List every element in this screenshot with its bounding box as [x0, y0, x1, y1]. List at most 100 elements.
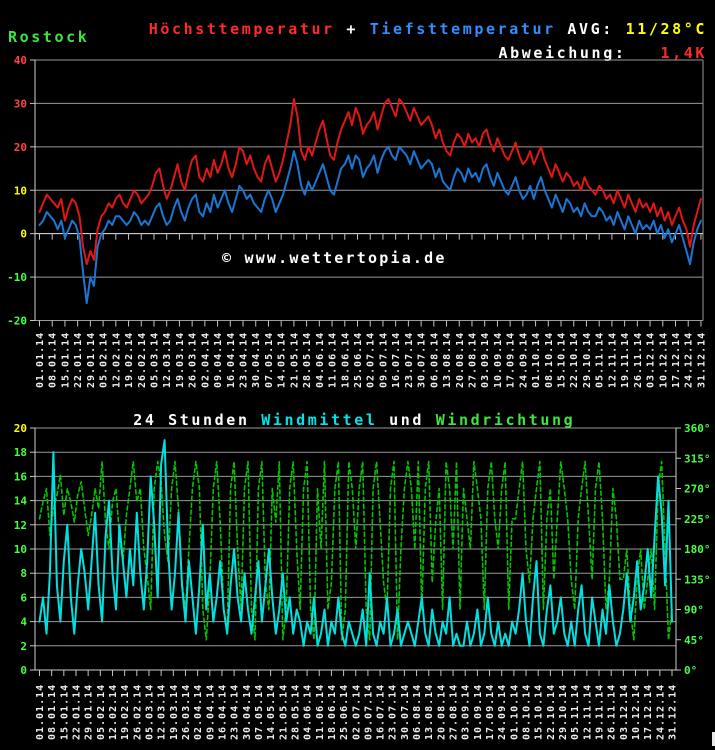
date-label: 02.04.14 [193, 684, 204, 740]
wind-speed-label: 2 [20, 640, 27, 653]
date-label: 08.10.14 [544, 332, 555, 388]
date-label: 12.11.14 [607, 332, 618, 388]
date-label: 23.04.14 [239, 332, 250, 388]
date-label: 02.07.14 [351, 684, 362, 740]
date-label: 26.03.14 [188, 332, 199, 388]
date-label: 24.09.14 [497, 684, 508, 740]
date-label: 17.12.14 [671, 332, 682, 388]
date-label: 21.05.14 [289, 332, 300, 388]
date-label: 17.09.14 [485, 684, 496, 740]
date-label: 01.01.14 [35, 684, 46, 740]
date-label: 05.02.14 [99, 332, 110, 388]
date-label: 05.11.14 [595, 332, 606, 388]
date-label: 12.03.14 [162, 332, 173, 388]
date-label: 02.07.14 [366, 332, 377, 388]
date-label: 24.12.14 [655, 684, 666, 740]
wind-speed-label: 14 [14, 495, 28, 508]
date-label: 24.09.14 [518, 332, 529, 388]
y-axis-label: 10 [14, 184, 27, 197]
date-label: 20.08.14 [436, 684, 447, 740]
date-label: 01.10.14 [531, 332, 542, 388]
date-label: 27.08.14 [449, 684, 460, 740]
title-hoechsttemperatur: Höchsttemperatur [148, 20, 335, 38]
date-label: 26.11.14 [633, 332, 644, 388]
date-label: 06.08.14 [412, 684, 423, 740]
wind-direction-label: 90° [684, 604, 704, 617]
date-label: 18.06.14 [327, 684, 338, 740]
date-label: 28.05.14 [302, 332, 313, 388]
wind-title-prefix: 24 Stunden [133, 411, 262, 429]
wind-direction-label: 270° [684, 483, 711, 496]
date-label: 05.03.14 [149, 332, 160, 388]
date-label: 23.07.14 [404, 332, 415, 388]
date-label: 07.05.14 [254, 684, 265, 740]
date-label: 29.10.14 [582, 332, 593, 388]
date-label: 21.05.14 [278, 684, 289, 740]
date-label: 04.06.14 [315, 332, 326, 388]
wind-direction-label: 180° [684, 543, 711, 556]
wind-direction-label: 0° [684, 664, 697, 677]
date-label: 16.04.14 [226, 332, 237, 388]
date-label: 26.02.14 [137, 332, 148, 388]
date-label: 12.11.14 [582, 684, 593, 740]
y-axis-label: -20 [7, 315, 27, 328]
tmin-line [38, 145, 702, 305]
date-label: 25.06.14 [353, 332, 364, 388]
wind-direction-label: 135° [684, 573, 711, 586]
date-label: 23.04.14 [230, 684, 241, 740]
date-label: 19.02.14 [124, 332, 135, 388]
deviation-value: 1,4K [660, 44, 707, 62]
deviation-line: Abweichung: 1,4K [475, 29, 707, 61]
date-label: 19.02.14 [120, 684, 131, 740]
date-label: 31.12.14 [696, 332, 707, 388]
wind-speed-label: 6 [20, 591, 27, 604]
date-label: 11.06.14 [315, 684, 326, 740]
station-name: Rostock [8, 28, 90, 46]
avg-value: 11/28°C [625, 20, 707, 38]
date-label: 19.03.14 [169, 684, 180, 740]
wind-title-windrichtung: Windrichtung [435, 411, 576, 429]
date-label: 08.10.14 [522, 684, 533, 740]
wind-direction-label: 315° [684, 452, 711, 465]
date-label: 18.06.14 [340, 332, 351, 388]
date-label: 10.09.14 [493, 332, 504, 388]
date-label: 09.04.14 [205, 684, 216, 740]
date-label: 16.04.14 [217, 684, 228, 740]
date-label: 30.07.14 [400, 684, 411, 740]
date-label: 26.03.14 [181, 684, 192, 740]
date-label: 29.01.14 [86, 332, 97, 388]
date-label: 13.08.14 [424, 684, 435, 740]
date-label: 14.05.14 [266, 684, 277, 740]
wind-direction-label: 225° [684, 513, 711, 526]
date-label: 12.02.14 [108, 684, 119, 740]
date-label: 29.01.14 [84, 684, 95, 740]
date-label: 22.01.14 [73, 332, 84, 388]
wind-direction-line [38, 460, 673, 641]
date-label: 25.06.14 [339, 684, 350, 740]
date-label: 15.10.14 [557, 332, 568, 388]
date-label: 24.12.14 [684, 332, 695, 388]
date-label: 08.01.14 [48, 332, 59, 388]
date-label: 09.07.14 [363, 684, 374, 740]
date-label: 15.01.14 [60, 332, 71, 388]
date-label: 22.01.14 [71, 684, 82, 740]
date-label: 19.11.14 [620, 332, 631, 388]
date-label: 05.03.14 [144, 684, 155, 740]
wind-speed-label: 8 [20, 567, 27, 580]
y-axis-label: -10 [7, 271, 27, 284]
date-label: 26.11.14 [607, 684, 618, 740]
date-label: 11.06.14 [328, 332, 339, 388]
date-label: 30.04.14 [251, 332, 262, 388]
wind-direction-label: 45° [684, 634, 704, 647]
wind-chart-title: 24 Stunden Windmittel und Windrichtung [110, 396, 575, 428]
date-label: 12.02.14 [111, 332, 122, 388]
chart-header-line: Höchsttemperatur + Tiefsttemperatur AVG:… [125, 5, 707, 37]
wind-speed-label: 20 [14, 422, 27, 435]
wind-speed-label: 12 [14, 519, 27, 532]
date-label: 22.10.14 [546, 684, 557, 740]
y-axis-label: 0 [20, 228, 27, 241]
date-label: 13.08.14 [442, 332, 453, 388]
avg-label: AVG: [555, 20, 626, 38]
